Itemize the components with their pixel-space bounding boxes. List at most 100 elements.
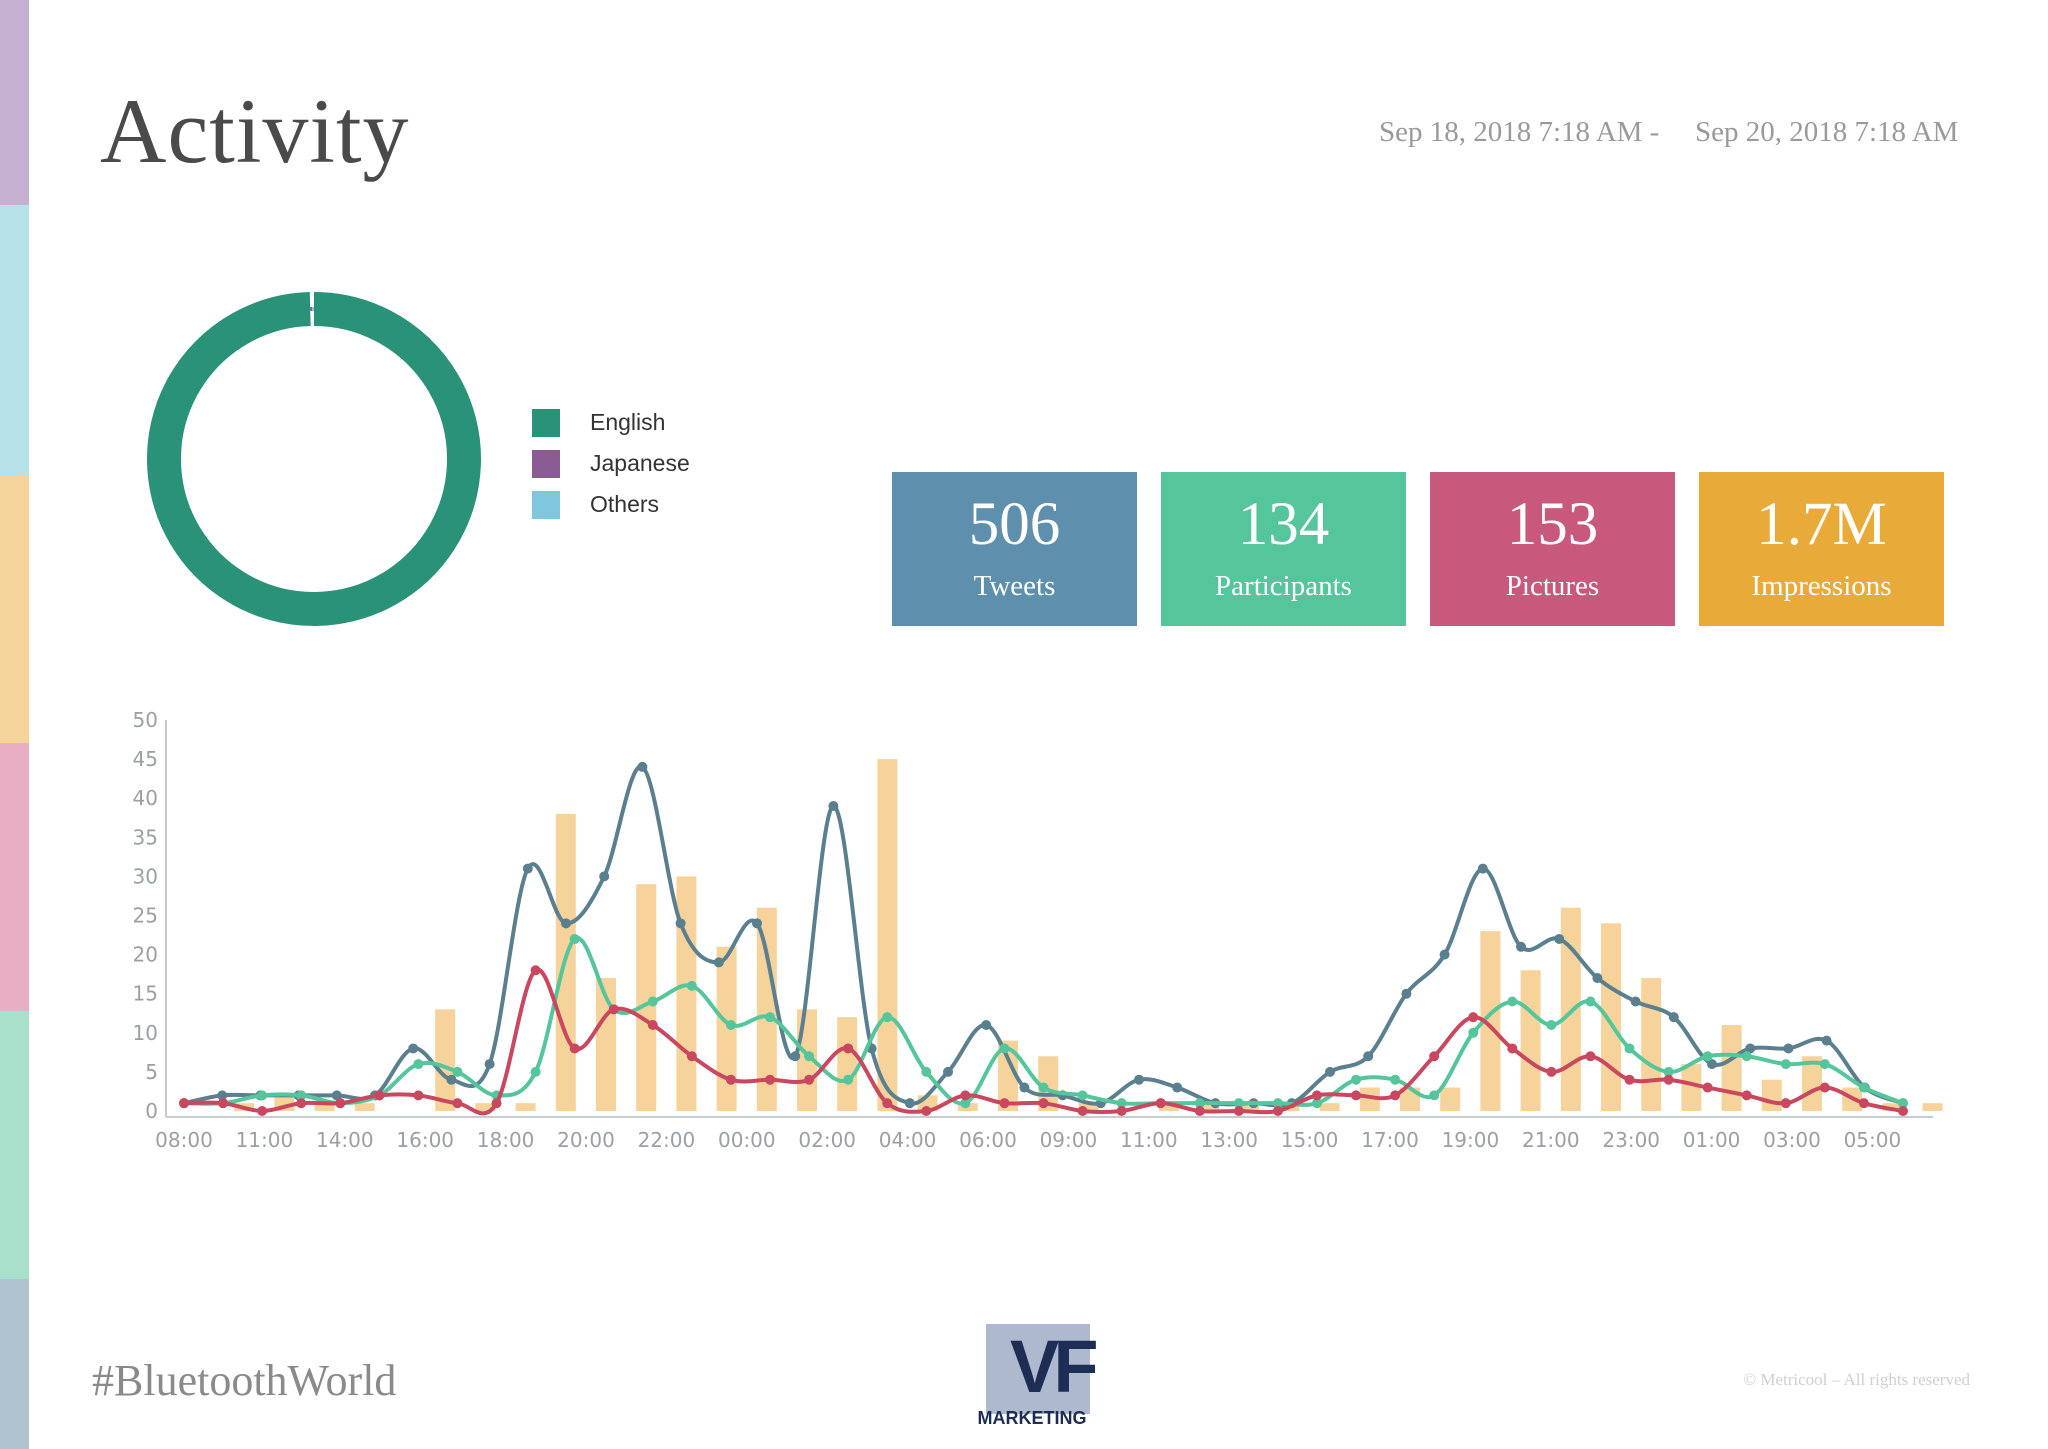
- point-series-0: [1783, 1043, 1794, 1054]
- x-tick-label: 01:00: [1683, 1128, 1741, 1152]
- point-series-2: [1819, 1082, 1830, 1093]
- stat-label-participants: Participants: [1215, 570, 1352, 602]
- point-series-0: [1057, 1090, 1068, 1101]
- bar-pictures: [1078, 1103, 1099, 1111]
- bar-pictures: [1922, 1103, 1943, 1111]
- point-series-0: [1248, 1098, 1259, 1109]
- x-tick-label: 21:00: [1522, 1128, 1580, 1152]
- stat-value-participants: 134: [1237, 491, 1330, 558]
- point-series-1: [413, 1059, 424, 1070]
- point-series-0: [522, 863, 533, 874]
- bar-pictures: [1721, 1024, 1742, 1111]
- bar-pictures: [435, 1009, 456, 1111]
- point-series-0: [1363, 1051, 1374, 1062]
- point-series-0: [981, 1019, 992, 1030]
- point-series-0: [217, 1090, 228, 1101]
- point-series-1: [1546, 1019, 1557, 1030]
- point-series-1: [999, 1043, 1010, 1054]
- bar-pictures: [1440, 1087, 1461, 1111]
- point-series-2: [1429, 1051, 1440, 1062]
- point-series-2: [179, 1098, 189, 1109]
- point-series-0: [1019, 1082, 1030, 1093]
- donut-legend: English Japanese Others: [532, 402, 690, 525]
- bar-pictures: [1842, 1087, 1863, 1111]
- point-series-1: [882, 1012, 893, 1023]
- point-series-0: [828, 801, 839, 812]
- bar-pictures: [998, 1040, 1018, 1111]
- point-series-1: [1155, 1098, 1166, 1109]
- y-tick-label: 45: [133, 747, 158, 771]
- point-series-1: [296, 1090, 307, 1101]
- point-series-1: [1351, 1074, 1362, 1085]
- point-series-2: [1468, 1012, 1479, 1023]
- point-series-2: [1898, 1106, 1908, 1116]
- point-series-0: [255, 1090, 266, 1101]
- point-series-1: [1702, 1051, 1713, 1062]
- point-series-0: [599, 871, 610, 882]
- bar-pictures: [1802, 1056, 1822, 1111]
- point-series-0: [790, 1051, 801, 1062]
- point-series-2: [1155, 1098, 1166, 1109]
- stat-card-participants: 134 Participants: [1161, 472, 1406, 626]
- point-series-0: [408, 1043, 419, 1054]
- bar-pictures: [1601, 923, 1621, 1111]
- point-series-1: [765, 1012, 776, 1023]
- point-series-2: [335, 1098, 346, 1109]
- y-tick-label: 50: [133, 708, 158, 732]
- point-series-2: [1702, 1082, 1713, 1093]
- legend-label-english: English: [590, 409, 666, 435]
- point-series-1: [725, 1019, 736, 1030]
- point-series-1: [1624, 1043, 1635, 1054]
- point-series-0: [1134, 1074, 1144, 1085]
- line-series-2: [183, 967, 1904, 1116]
- point-series-0: [1095, 1098, 1106, 1109]
- point-series-0: [1707, 1059, 1717, 1070]
- point-series-0: [293, 1090, 304, 1101]
- bar-pictures: [596, 978, 616, 1111]
- x-tick-label: 08:00: [155, 1128, 213, 1152]
- y-tick-label: 10: [133, 1021, 158, 1045]
- stripe-6: [0, 1279, 29, 1449]
- logo-word: MARKETING: [977, 1408, 1087, 1428]
- point-series-0: [1630, 996, 1641, 1007]
- point-series-1: [1429, 1090, 1440, 1101]
- stripe-4: [0, 743, 29, 1011]
- x-tick-label: 02:00: [798, 1128, 856, 1152]
- point-series-2: [569, 1043, 580, 1054]
- bar-pictures: [756, 907, 777, 1111]
- point-series-2: [804, 1074, 815, 1085]
- point-series-0: [1668, 1012, 1679, 1023]
- point-series-1: [960, 1098, 971, 1109]
- point-series-2: [960, 1090, 971, 1101]
- point-series-0: [370, 1090, 380, 1101]
- point-series-2: [1351, 1090, 1362, 1101]
- point-series-2: [921, 1106, 932, 1116]
- stripe-1: [0, 0, 29, 205]
- x-tick-label: 11:00: [236, 1128, 294, 1152]
- line-series-1: [183, 936, 1904, 1107]
- point-series-0: [1592, 973, 1603, 984]
- y-tick-label: 35: [133, 825, 158, 849]
- x-tick-label: 11:00: [1120, 1128, 1178, 1152]
- point-series-2: [296, 1098, 307, 1109]
- logo-background: [986, 1324, 1090, 1414]
- point-series-0: [446, 1074, 457, 1085]
- point-series-2: [1390, 1090, 1401, 1101]
- bar-pictures: [1199, 1103, 1219, 1111]
- point-series-0: [1745, 1043, 1756, 1054]
- point-series-0: [943, 1066, 953, 1077]
- point-series-1: [452, 1066, 463, 1077]
- point-series-1: [1585, 996, 1596, 1007]
- x-tick-label: 22:00: [638, 1128, 696, 1152]
- stat-value-tweets: 506: [968, 491, 1061, 558]
- point-series-2: [1272, 1106, 1283, 1116]
- x-tick-label: 23:00: [1602, 1128, 1660, 1152]
- x-tick-label: 18:00: [477, 1128, 535, 1152]
- hashtag: #BluetoothWorld: [92, 1356, 397, 1405]
- bar-pictures: [1480, 931, 1501, 1111]
- bar-pictures: [716, 946, 737, 1111]
- bar-pictures: [354, 1103, 375, 1111]
- point-series-2: [882, 1098, 893, 1109]
- point-series-2: [1546, 1066, 1557, 1077]
